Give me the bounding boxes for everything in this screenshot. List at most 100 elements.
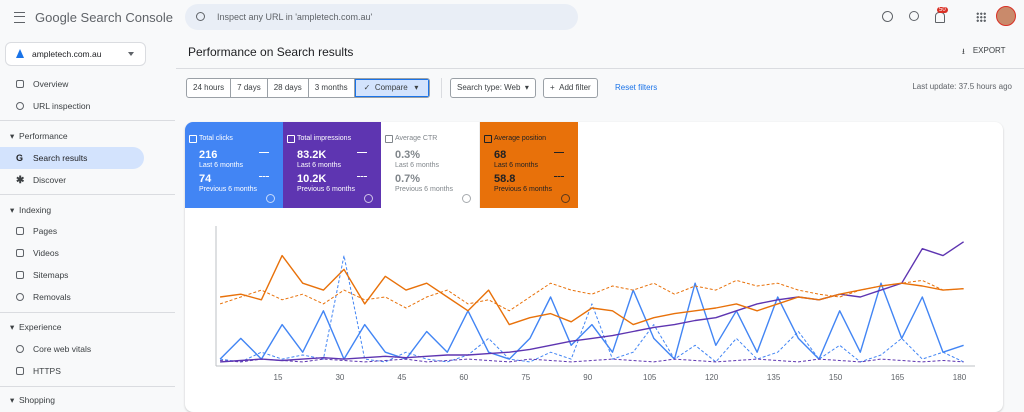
separator	[0, 194, 175, 195]
date-filter[interactable]: 28 days	[268, 79, 309, 97]
nav-item[interactable]: Overview	[16, 75, 68, 93]
x-tick-label: 75	[521, 373, 530, 382]
nav-label: HTTPS	[33, 366, 61, 376]
period-label: Previous 6 months	[494, 186, 552, 193]
section-title[interactable]: ▾ Indexing	[10, 205, 52, 215]
series-line	[220, 241, 964, 363]
period-label: Last 6 months	[494, 162, 538, 169]
export-button[interactable]: ⭳ EXPORT	[962, 46, 1006, 60]
x-tick-label: 15	[274, 373, 283, 382]
separator	[0, 312, 175, 313]
compare-label: Compare	[374, 83, 408, 92]
section-title[interactable]: ▾ Shopping	[10, 395, 55, 405]
nav-item[interactable]: Core web vitals	[16, 340, 91, 358]
period-label: Last 6 months	[395, 162, 439, 169]
property-name: ampletech.com.au	[32, 49, 102, 59]
metric-value: 0.3%	[395, 149, 421, 161]
metric-value: 74	[199, 173, 212, 185]
legend-solid	[259, 152, 269, 153]
legend-dashed	[259, 176, 269, 177]
nav-label: URL inspection	[33, 101, 91, 111]
help-icon[interactable]	[561, 194, 570, 203]
property-selector[interactable]: ampletech.com.au	[5, 42, 146, 66]
nav-label: Pages	[33, 226, 58, 236]
users-icon[interactable]	[909, 11, 919, 21]
help-icon[interactable]	[462, 194, 471, 203]
legend-solid	[554, 152, 564, 153]
date-filter[interactable]: 24 hours	[187, 79, 232, 97]
nav-label: Search results	[33, 153, 88, 163]
previous-series-line	[219, 279, 964, 312]
export-label: EXPORT	[972, 46, 1006, 55]
nav-item[interactable]: Pages	[16, 222, 57, 240]
period-label: Last 6 months	[297, 162, 341, 169]
section-title[interactable]: ▾ Performance	[10, 131, 68, 141]
period-label: Previous 6 months	[199, 186, 257, 193]
section-title[interactable]: ▾ Experience	[10, 322, 62, 332]
nav-item[interactable]: URL inspection	[16, 97, 90, 115]
date-filter[interactable]: 3 months	[309, 79, 355, 97]
x-tick-label: 105	[643, 373, 657, 382]
x-tick-label: 150	[829, 373, 843, 382]
nav-item[interactable]: ✱ Discover	[16, 174, 67, 186]
checkbox	[189, 135, 197, 143]
x-tick-label: 30	[335, 373, 344, 382]
nav-label: Core web vitals	[33, 344, 92, 354]
metric-card[interactable]: Total clicks 216 Last 6 months 74 Previous…	[185, 122, 283, 208]
nav-item[interactable]: HTTPS	[16, 362, 61, 380]
reset-filters[interactable]: Reset filters	[615, 83, 658, 92]
metric-name: Total clicks	[199, 135, 233, 142]
metric-value: 83.2K	[297, 149, 327, 161]
avatar[interactable]	[996, 6, 1016, 26]
metric-name: Average position	[494, 135, 547, 142]
search-type-filter[interactable]: Search type: Web ▾	[450, 78, 536, 98]
section-label: Performance	[19, 131, 68, 141]
checkbox	[287, 135, 295, 143]
metric-value: 0.7%	[395, 173, 421, 185]
nav-item[interactable]: Removals	[16, 288, 71, 306]
selected-highlight	[0, 147, 144, 169]
nav-item[interactable]: Videos	[16, 244, 59, 262]
separator	[0, 386, 175, 387]
period-label: Previous 6 months	[297, 186, 355, 193]
nav-label: Overview	[33, 79, 69, 89]
nav-item[interactable]: Sitemaps	[16, 266, 68, 284]
legend-dashed	[357, 176, 367, 177]
metric-card[interactable]: Total impressions 83.2K Last 6 months 10.…	[283, 122, 381, 208]
compare-filter[interactable]: ✓ Compare ▾	[354, 79, 430, 97]
date-filter[interactable]: 7 days	[231, 79, 268, 97]
apps-icon[interactable]	[976, 12, 986, 22]
x-tick-label: 90	[583, 373, 592, 382]
metric-card[interactable]: Average position 68 Last 6 months 58.8 Pre…	[480, 122, 578, 208]
notification-count: 50	[937, 7, 948, 13]
legend-dashed	[554, 176, 564, 177]
divider	[441, 78, 442, 98]
nav-label: Discover	[33, 175, 67, 185]
legend-solid	[357, 152, 367, 153]
nav-label: Removals	[33, 292, 71, 302]
period-label: Previous 6 months	[395, 186, 453, 193]
metric-value: 10.2K	[297, 173, 327, 185]
menu-button[interactable]	[14, 12, 25, 23]
section-label: Indexing	[19, 205, 52, 215]
metric-card[interactable]: Average CTR 0.3% Last 6 months 0.7% Previo…	[381, 122, 480, 208]
help-icon[interactable]	[266, 194, 275, 203]
divider	[176, 68, 1024, 69]
date-filter-group: 24 hours 7 days 28 days 3 months ✓ Compa…	[186, 78, 431, 98]
notifications-icon[interactable]	[935, 12, 945, 23]
page-title: Performance on Search results	[188, 45, 354, 59]
last-update: Last update: 37.5 hours ago	[912, 82, 1012, 91]
product-name: Google Search Console	[35, 10, 174, 25]
separator	[0, 120, 175, 121]
section-label: Experience	[19, 322, 62, 332]
metric-value: 216	[199, 149, 218, 161]
add-filter-label: Add filter	[559, 83, 591, 92]
series-line	[220, 254, 964, 326]
help-icon[interactable]	[882, 11, 893, 22]
help-icon[interactable]	[364, 194, 373, 203]
nav-item[interactable]: G Search results	[16, 153, 88, 163]
metric-name: Average CTR	[395, 135, 438, 142]
checkbox	[484, 135, 492, 143]
search-bar[interactable]: Inspect any URL in 'ampletech.com.au'	[185, 4, 578, 30]
add-filter-button[interactable]: + Add filter	[543, 78, 598, 98]
